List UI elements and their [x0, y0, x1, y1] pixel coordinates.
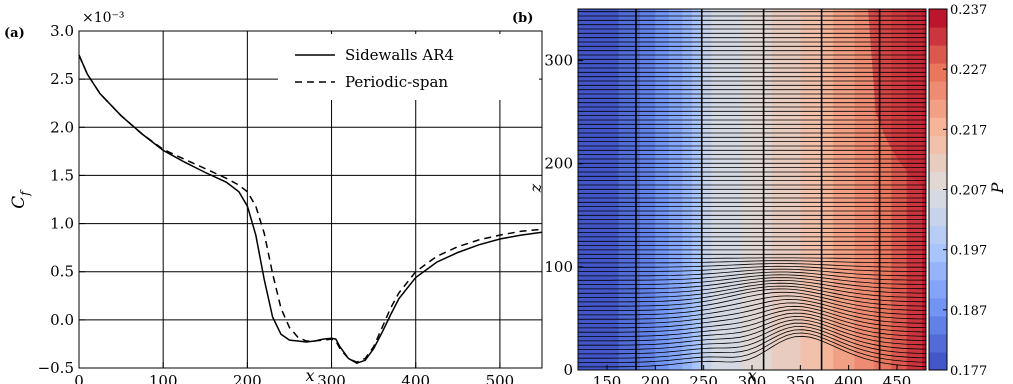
heatmap-y-tick-label: 0	[563, 361, 573, 379]
heatmap-y-axis-label-group: z	[526, 183, 545, 193]
streamlines	[578, 9, 926, 370]
high-pressure-region	[868, 9, 926, 190]
heatmap-axis-ticks: 150 200 250 300 350 400 450 0 100 200 300	[544, 52, 911, 384]
heatmap-x-tick-label: 200	[641, 373, 670, 384]
y-tick-label: 0.0	[50, 311, 74, 329]
plot-frame	[78, 30, 543, 369]
heatmap-y-tick-label: 200	[544, 155, 573, 173]
plot-lines	[78, 54, 543, 365]
exponent-label: ×10⁻³	[82, 10, 125, 26]
heatmap-x-tick-label: 300	[738, 373, 767, 384]
heatmap-x-tick-label: 250	[689, 373, 718, 384]
x-tick-label: 500	[486, 372, 515, 384]
axis-ticks: 0 100 200 300 400 500 −0.5 0.0 0.5 1.0 1.5 2.0 2.5 3.…	[38, 22, 515, 384]
panel-a: (a) ×10⁻³ 0 100 200 300 400 500 −0.5 0.0 0.5 1.0 1…	[4, 10, 543, 384]
colorbar-level	[929, 207, 947, 227]
y-axis-label-group: Cf	[9, 189, 32, 209]
colorbar-level	[929, 135, 947, 154]
colorbar-label-group: P	[988, 182, 1007, 194]
colorbar-level	[929, 63, 947, 82]
colorbar-frame	[928, 8, 948, 371]
panel-b-label: (b)	[512, 11, 533, 26]
colorbar-level	[929, 117, 947, 136]
legend: Sidewalls AR4 Periodic-span	[278, 34, 539, 100]
colorbar-tick-label: 0.177	[950, 364, 987, 379]
x-tick-label: 400	[401, 372, 430, 384]
colorbar-level	[929, 351, 947, 371]
heatmap-y-tick-label: 100	[544, 258, 573, 276]
legend-box	[278, 34, 539, 100]
heatmap-y-tick-label: 300	[544, 52, 573, 70]
colorbar-label: P	[988, 182, 1007, 194]
y-axis-label: Cf	[9, 189, 32, 209]
x-tick-label: 0	[74, 372, 84, 384]
heatmap-y-axis-label: z	[526, 183, 545, 193]
series-line-periodic	[78, 54, 543, 364]
colorbar-tick-label: 0.207	[950, 184, 987, 199]
legend-entry-sidewalls: Sidewalls AR4	[345, 46, 454, 64]
colorbar-level	[929, 27, 947, 46]
heatmap-x-tick-label: 350	[786, 373, 815, 384]
heatmap-x-tick-label: 150	[593, 373, 622, 384]
heatmap-x-axis-label: x	[747, 366, 756, 384]
colorbar-tick-label: 0.237	[950, 3, 987, 18]
colorbar-level	[929, 189, 947, 209]
colorbar-level	[929, 297, 947, 317]
colorbar-level	[929, 99, 947, 118]
colorbar-level	[929, 261, 947, 281]
y-tick-label: 1.5	[50, 166, 74, 184]
x-tick-label: 200	[233, 372, 262, 384]
y-tick-label: 0.5	[50, 263, 74, 281]
x-tick-label: 300	[317, 372, 346, 384]
y-tick-label: −0.5	[38, 359, 74, 377]
panel-a-label: (a)	[4, 26, 25, 41]
colorbar-tick-label: 0.227	[950, 63, 987, 78]
colorbar-level	[929, 171, 947, 190]
series-line-sidewalls	[78, 54, 543, 365]
x-tick-label: 100	[149, 372, 178, 384]
colorbar-level	[929, 225, 947, 245]
colorbar-level	[929, 45, 947, 64]
colorbar-level	[929, 153, 947, 172]
colorbar-level	[929, 243, 947, 263]
colorbar-level	[929, 333, 947, 353]
x-axis-label: x	[305, 366, 314, 384]
heatmap-x-tick-label: 450	[883, 373, 912, 384]
legend-entry-periodic: Periodic-span	[345, 73, 448, 91]
colorbar-level	[929, 315, 947, 335]
y-tick-label: 1.0	[50, 215, 74, 233]
colorbar-tick-label: 0.217	[950, 123, 987, 138]
colorbar-tick-label: 0.197	[950, 244, 987, 259]
y-tick-label: 3.0	[50, 22, 74, 40]
colorbar-tick-label: 0.187	[950, 304, 987, 319]
heatmap-x-tick-label: 400	[834, 373, 863, 384]
colorbar-level	[929, 279, 947, 299]
colorbar-level	[929, 9, 947, 28]
colorbar-level	[929, 81, 947, 100]
y-tick-label: 2.5	[50, 70, 74, 88]
colorbar: 0.177 0.187 0.197 0.207 0.217 0.227 0.237	[929, 3, 987, 379]
y-tick-label: 2.0	[50, 118, 74, 136]
